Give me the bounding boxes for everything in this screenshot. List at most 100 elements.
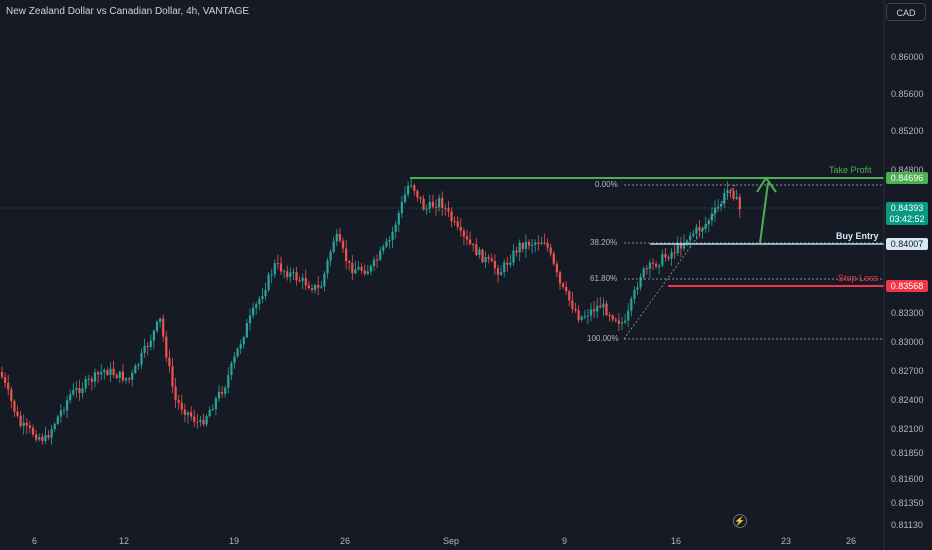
candle-body	[441, 197, 444, 208]
price-tick: 0.85200	[891, 126, 924, 136]
candle-body	[75, 388, 78, 391]
candle-body	[323, 273, 326, 287]
candle-body	[177, 400, 180, 403]
candle-body	[475, 244, 478, 255]
candle-body	[735, 196, 738, 199]
candle-body	[0, 372, 4, 378]
candle-body	[301, 277, 304, 281]
candle-body	[261, 296, 264, 299]
candle-body	[682, 242, 686, 249]
price-tick: 0.83300	[891, 308, 924, 318]
candle-body	[661, 254, 664, 266]
candle-body	[174, 386, 177, 401]
countdown-tag: 03:42:52	[886, 213, 928, 225]
candle-body	[450, 211, 453, 222]
candle-body	[701, 228, 704, 231]
candle-body	[320, 286, 323, 288]
candle-body	[171, 366, 174, 387]
candle-body	[717, 206, 720, 208]
candle-body	[438, 197, 441, 208]
candle-body	[583, 316, 586, 318]
candle-body	[38, 436, 41, 440]
candle-body	[121, 371, 124, 381]
candle-body	[93, 372, 97, 382]
candle-body	[537, 242, 540, 244]
candle-body	[385, 241, 388, 247]
candle-body	[630, 299, 633, 311]
candle-body	[84, 379, 87, 389]
candle-body	[500, 272, 503, 275]
candle-body	[211, 409, 214, 411]
candle-body	[183, 409, 186, 415]
price-tick: 0.81850	[891, 448, 924, 458]
candle-body	[707, 220, 710, 225]
currency-button[interactable]: CAD	[886, 3, 926, 21]
candle-body	[493, 260, 496, 269]
candle-body	[531, 244, 534, 246]
candle-body	[81, 388, 84, 393]
time-tick: 26	[846, 536, 857, 546]
candle-body	[617, 320, 620, 324]
candle-body	[28, 425, 31, 428]
candle-body	[233, 356, 236, 364]
candle-body	[723, 193, 726, 204]
price-tick: 0.82100	[891, 424, 924, 434]
time-tick: 19	[229, 536, 240, 546]
tradingview-logo-icon[interactable]: ⚡	[733, 514, 747, 528]
candle-body	[208, 409, 211, 417]
candle-body	[484, 257, 487, 263]
candle-body	[465, 236, 469, 240]
candle-body	[149, 340, 152, 347]
take-profit-label: Take Profit	[829, 165, 872, 175]
candle-body	[515, 250, 518, 253]
candle-body	[462, 230, 465, 237]
candle-body	[115, 375, 118, 378]
candle-body	[506, 262, 509, 265]
candle-body	[193, 416, 196, 422]
candle-body	[329, 251, 332, 261]
candle-body	[633, 289, 636, 300]
candle-body	[109, 368, 112, 375]
candle-body	[35, 434, 38, 440]
candle-body	[720, 203, 723, 207]
time-tick: 6	[32, 536, 38, 546]
candle-body	[56, 416, 59, 425]
candle-body	[562, 283, 565, 287]
candle-body	[540, 242, 543, 244]
candle-body	[664, 254, 667, 258]
candle-body	[444, 207, 447, 209]
price-tick: 0.81130	[891, 520, 923, 530]
candle-body	[509, 262, 512, 265]
candle-body	[351, 262, 354, 274]
candle-body	[382, 246, 385, 251]
candle-body	[10, 389, 13, 402]
candle-body	[394, 224, 397, 232]
candle-body	[738, 196, 741, 210]
candle-body	[397, 213, 400, 225]
candle-body	[87, 378, 90, 380]
fib-382-label: 38.20%	[590, 238, 618, 247]
candle-body	[546, 242, 549, 248]
candle-body	[25, 422, 28, 426]
candle-body	[496, 268, 500, 275]
candle-body	[670, 252, 673, 259]
candle-body	[676, 243, 679, 253]
candle-body	[729, 189, 732, 191]
candle-body	[22, 422, 25, 426]
candle-body	[391, 231, 394, 240]
candle-body	[242, 337, 245, 345]
candle-body	[196, 421, 199, 423]
candle-body	[481, 249, 484, 263]
candle-body	[527, 241, 531, 246]
candle-body	[692, 233, 695, 236]
stop-loss-price-tag: 0.83568	[886, 280, 928, 292]
candle-body	[128, 378, 131, 380]
candle-body	[252, 307, 255, 316]
candle-body	[419, 197, 422, 199]
candle-body	[7, 382, 10, 390]
candle-body	[338, 233, 341, 241]
candle-body	[289, 272, 292, 277]
candle-body	[645, 268, 648, 270]
candle-body	[403, 194, 407, 202]
